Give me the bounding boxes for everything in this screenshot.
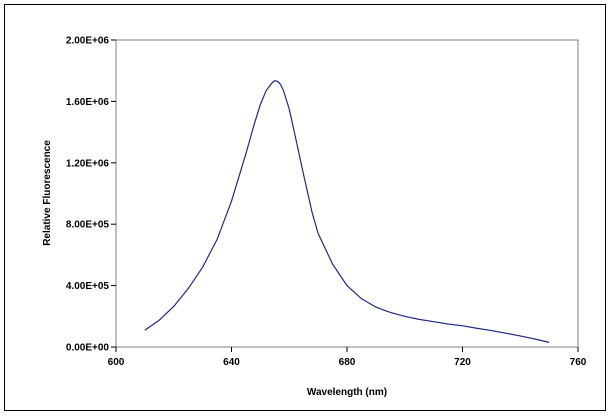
plot-area [115, 39, 579, 348]
y-tick-label: 0.00E+00 [66, 343, 110, 354]
y-tick-label: 1.20E+06 [66, 158, 110, 169]
x-tick-label: 600 [108, 357, 125, 368]
series-line [144, 80, 550, 343]
x-tick-label: 760 [570, 357, 587, 368]
x-tick-label: 720 [454, 357, 471, 368]
y-tick-label: 1.60E+06 [66, 97, 110, 108]
x-axis-ticks: 600 640 680 720 760 [108, 347, 587, 368]
y-axis-title: Relative Fluorescence [42, 140, 53, 246]
y-tick-label: 4.00E+05 [66, 281, 110, 292]
x-axis-title: Wavelength (nm) [307, 387, 387, 398]
x-tick-label: 680 [339, 357, 356, 368]
y-tick-label: 8.00E+05 [66, 220, 110, 231]
y-axis-ticks: 0.00E+00 4.00E+05 8.00E+05 1.20E+06 1.60E+06… [66, 36, 116, 354]
x-tick-label: 640 [223, 357, 240, 368]
y-tick-label: 2.00E+06 [66, 36, 110, 47]
